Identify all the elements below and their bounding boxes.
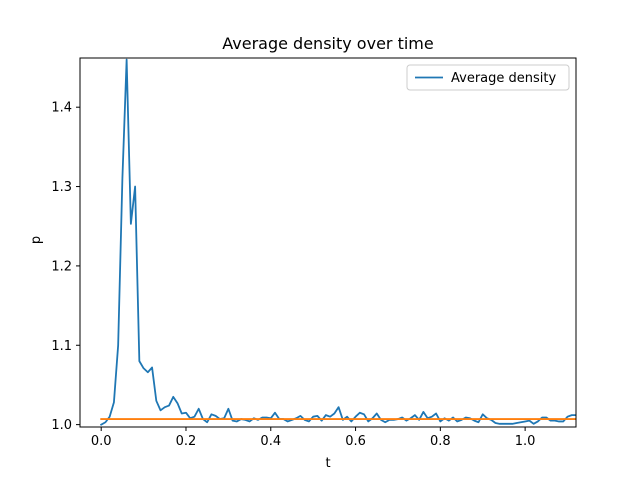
x-tick-label: 1.0: [515, 434, 536, 449]
x-tick-label: 0.8: [430, 434, 451, 449]
chart-title: Average density over time: [222, 34, 433, 53]
y-tick-label: 1.4: [51, 101, 72, 116]
y-axis-label: p: [29, 236, 44, 244]
x-axis-label: t: [325, 456, 330, 471]
x-tick-label: 0.0: [91, 434, 112, 449]
legend-label: Average density: [451, 71, 556, 86]
series-group: [99, 58, 576, 426]
axes-frame: [79, 57, 577, 428]
y-axis-ticks: 1.0 1.1 1.2 1.3 1.4: [51, 101, 80, 433]
y-tick-label: 1.0: [51, 418, 72, 433]
y-tick-label: 1.2: [51, 259, 72, 274]
x-tick-label: 0.4: [260, 434, 281, 449]
x-axis-ticks: 0.0 0.2 0.4 0.6 0.8 1.0: [91, 427, 536, 449]
y-tick-label: 1.1: [51, 339, 72, 354]
y-tick-label: 1.3: [51, 180, 72, 195]
x-tick-label: 0.2: [176, 434, 197, 449]
legend: Average density: [406, 64, 570, 91]
x-tick-label: 0.6: [345, 434, 366, 449]
plot-area: [79, 57, 577, 428]
legend-box: [406, 64, 570, 91]
series-line-1: [99, 58, 576, 426]
